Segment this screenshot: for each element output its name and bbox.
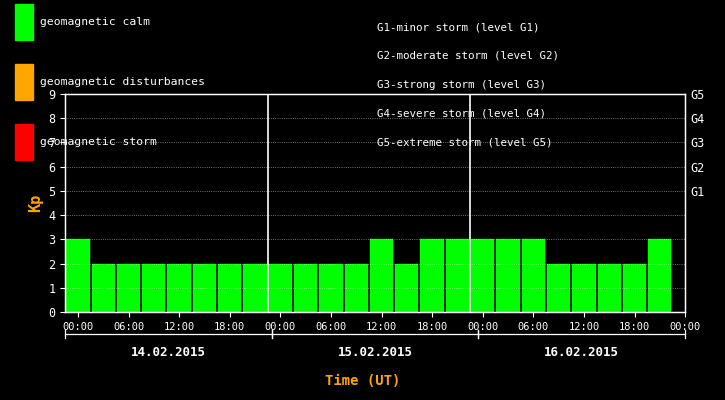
- Text: G4-severe storm (level G4): G4-severe storm (level G4): [377, 108, 546, 118]
- Y-axis label: Kp: Kp: [28, 194, 43, 212]
- Bar: [269, 264, 292, 312]
- Bar: [91, 264, 115, 312]
- Bar: [446, 239, 469, 312]
- Bar: [142, 264, 165, 312]
- Bar: [420, 239, 444, 312]
- Bar: [344, 264, 368, 312]
- Text: G3-strong storm (level G3): G3-strong storm (level G3): [377, 80, 546, 90]
- Text: G5-extreme storm (level G5): G5-extreme storm (level G5): [377, 137, 552, 147]
- Bar: [648, 239, 671, 312]
- Bar: [319, 264, 342, 312]
- Text: G2-moderate storm (level G2): G2-moderate storm (level G2): [377, 51, 559, 61]
- Bar: [218, 264, 241, 312]
- Bar: [167, 264, 191, 312]
- Bar: [623, 264, 646, 312]
- Bar: [547, 264, 571, 312]
- Text: 16.02.2015: 16.02.2015: [544, 346, 619, 358]
- Bar: [497, 239, 520, 312]
- Bar: [572, 264, 595, 312]
- Bar: [244, 264, 267, 312]
- Bar: [193, 264, 216, 312]
- Text: geomagnetic disturbances: geomagnetic disturbances: [40, 77, 205, 87]
- Bar: [522, 239, 545, 312]
- Bar: [294, 264, 318, 312]
- Text: 14.02.2015: 14.02.2015: [131, 346, 206, 358]
- Bar: [471, 239, 494, 312]
- Bar: [66, 239, 90, 312]
- Bar: [395, 264, 418, 312]
- Text: geomagnetic calm: geomagnetic calm: [40, 17, 150, 27]
- Text: 15.02.2015: 15.02.2015: [338, 346, 413, 358]
- Text: geomagnetic storm: geomagnetic storm: [40, 137, 157, 147]
- Bar: [117, 264, 140, 312]
- Bar: [370, 239, 393, 312]
- Text: Time (UT): Time (UT): [325, 374, 400, 388]
- Text: G1-minor storm (level G1): G1-minor storm (level G1): [377, 22, 539, 32]
- Bar: [597, 264, 621, 312]
